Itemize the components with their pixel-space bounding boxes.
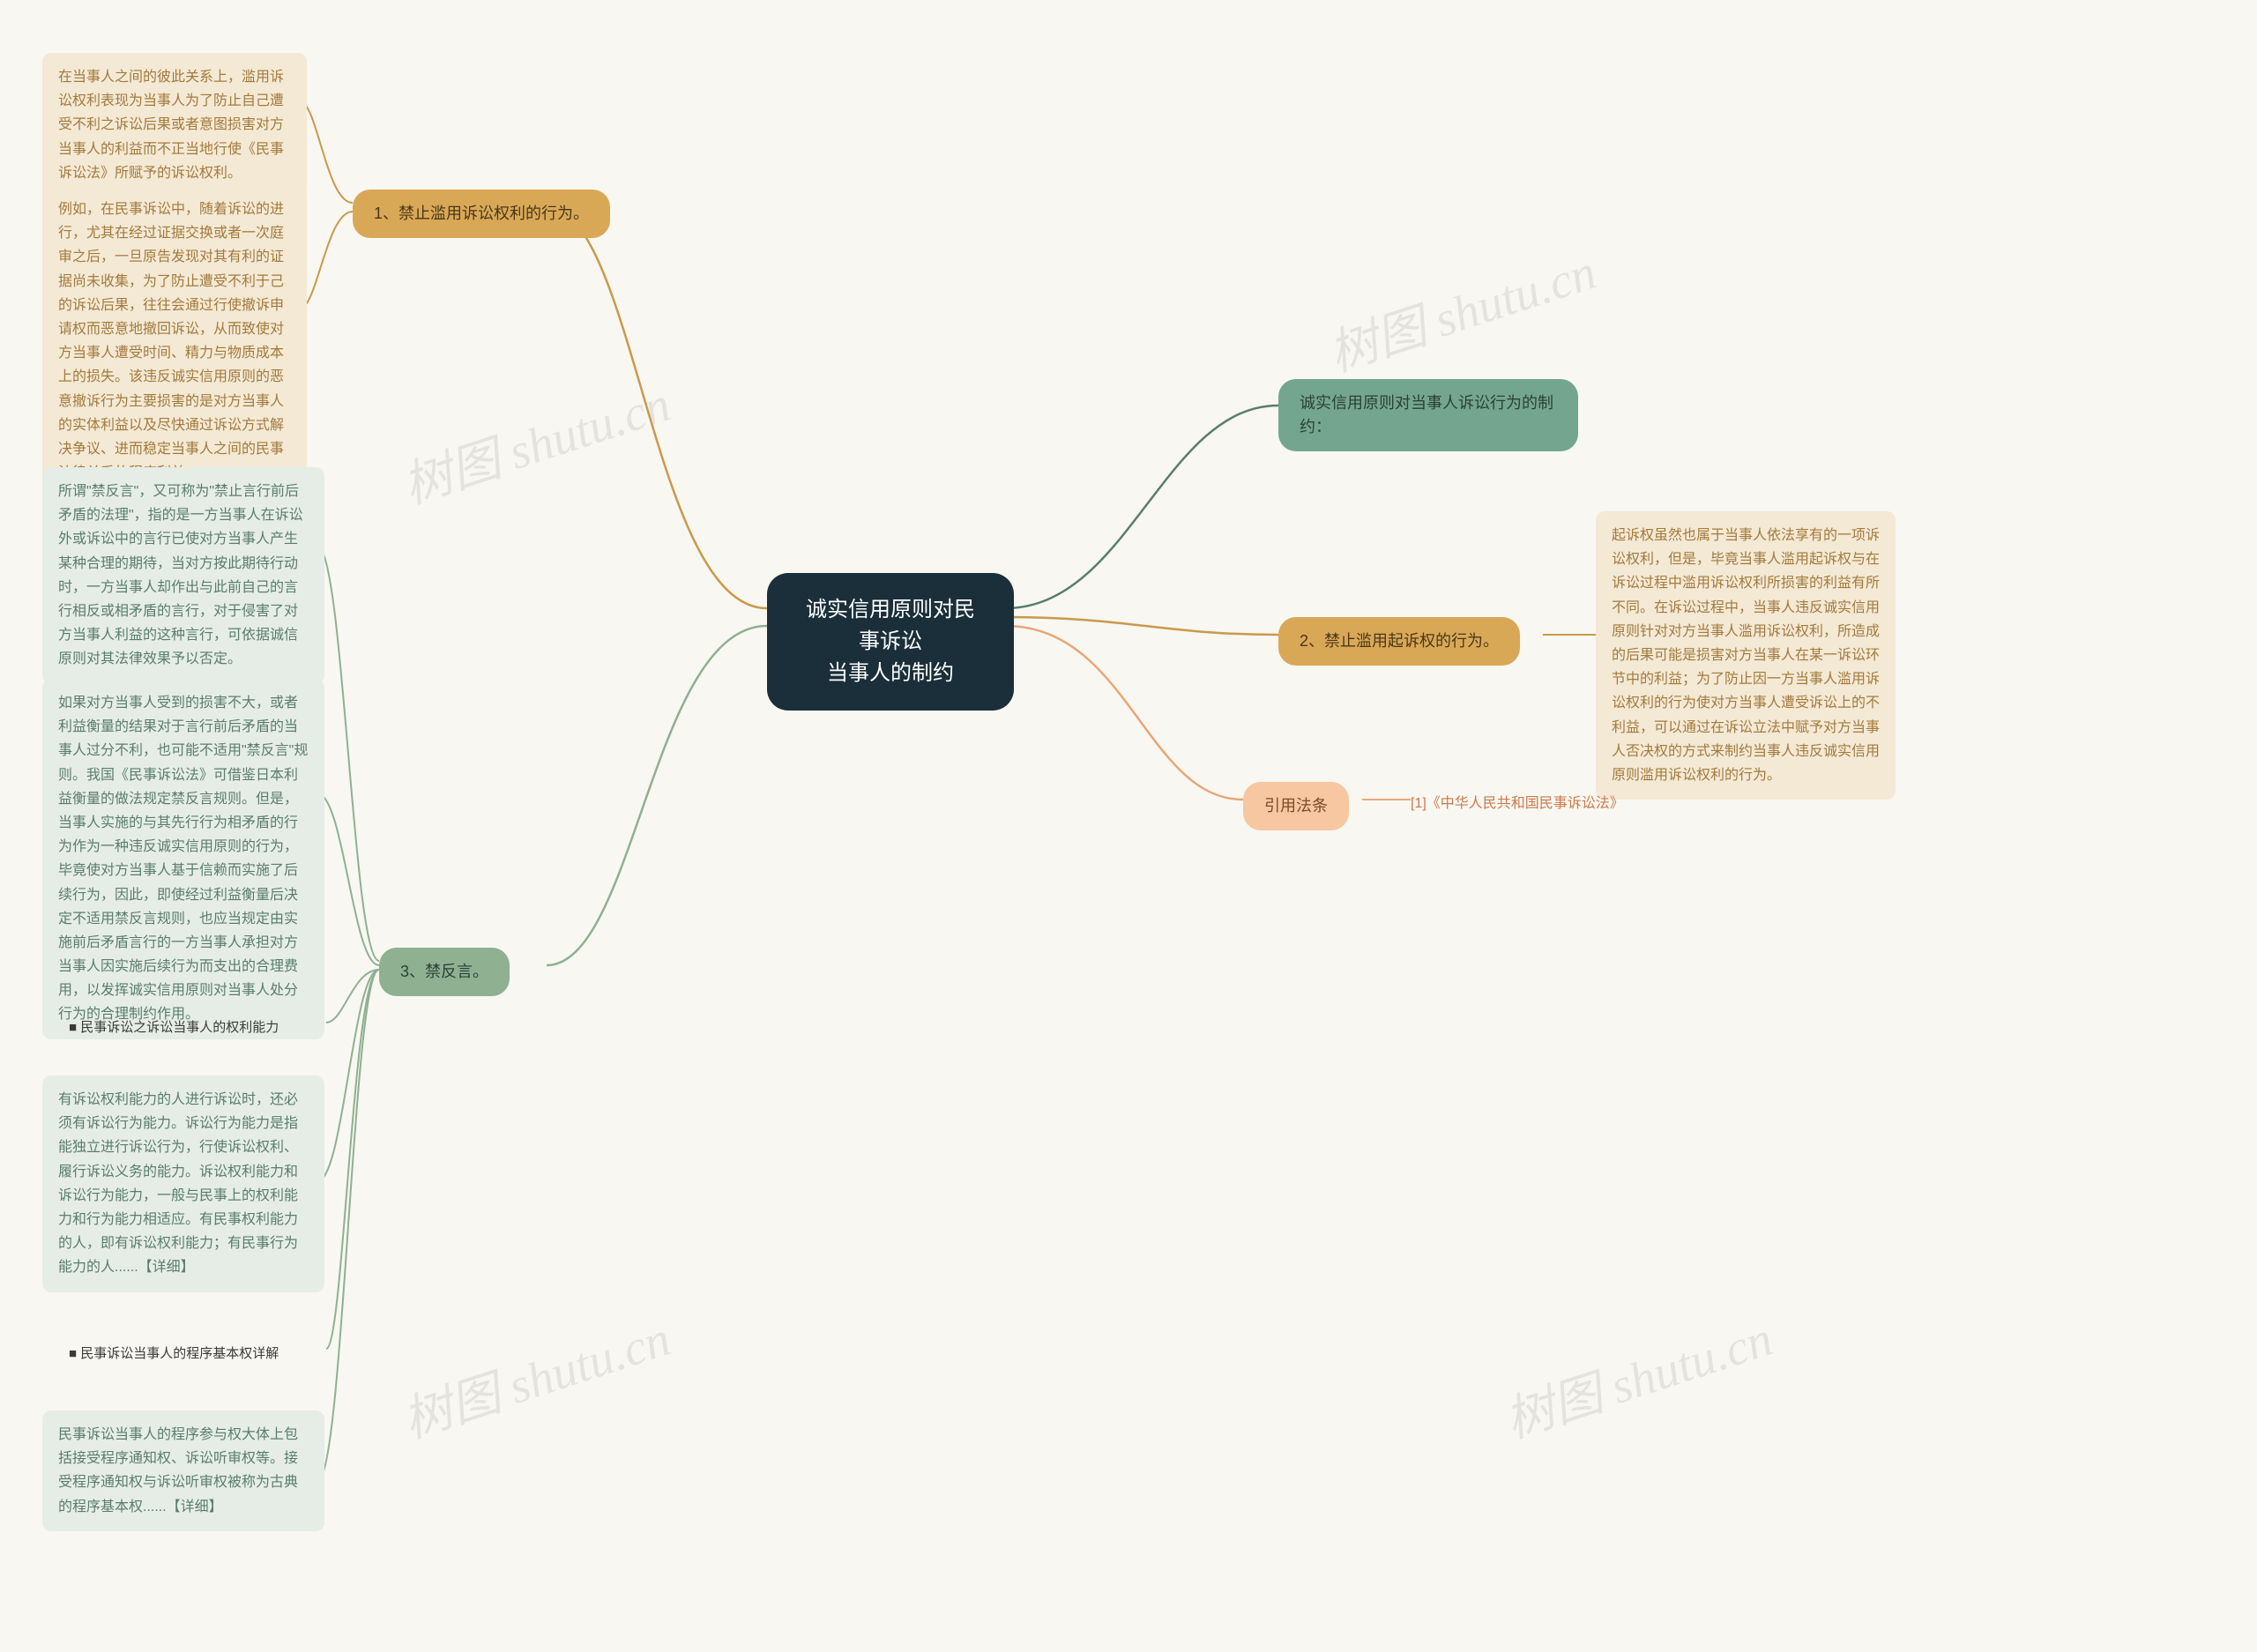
watermark: 树图 shutu.cn: [1318, 232, 1604, 385]
mindmap-connectors: [0, 0, 2257, 1652]
branch2-node[interactable]: 2、禁止滥用起诉权的行为。: [1278, 617, 1520, 666]
branch3-leaf-2: 有诉讼权利能力的人进行诉讼时，还必须有诉讼行为能力。诉讼行为能力是指能独立进行诉…: [42, 1075, 324, 1292]
citation-text: [1]《中华人民共和国民事诉讼法》: [1411, 791, 1624, 812]
watermark: 树图 shutu.cn: [1494, 1299, 1780, 1452]
branch1-leaf-0: 在当事人之间的彼此关系上，滥用诉讼权利表现为当事人为了防止自己遭受不利之诉讼后果…: [42, 53, 307, 197]
branch3-sublabel-1: ■ 民事诉讼当事人的程序基本权详解: [62, 1340, 286, 1366]
watermark: 树图 shutu.cn: [392, 364, 678, 517]
branch3-sublabel-0: ■ 民事诉讼之诉讼当事人的权利能力: [62, 1014, 286, 1039]
right-intro-node[interactable]: 诚实信用原则对当事人诉讼行为的制约：: [1278, 379, 1578, 451]
watermark: 树图 shutu.cn: [392, 1299, 678, 1452]
center-node[interactable]: 诚实信用原则对民事诉讼 当事人的制约: [767, 573, 1014, 711]
branch1-leaf-1: 例如，在民事诉讼中，随着诉讼的进行，尤其在经过证据交换或者一次庭审之后，一旦原告…: [42, 185, 307, 497]
branch3-leaf-0: 所谓"禁反言"，又可称为"禁止言行前后矛盾的法理"，指的是一方当事人在诉讼外或诉…: [42, 467, 324, 684]
branch2-leaf: 起诉权虽然也属于当事人依法享有的一项诉讼权利，但是，毕竟当事人滥用起诉权与在诉讼…: [1596, 511, 1896, 800]
center-title-line1: 诚实信用原则对民事诉讼: [799, 594, 982, 658]
branch3-leaf-1: 如果对方当事人受到的损害不大，或者利益衡量的结果对于言行前后矛盾的当事人过分不利…: [42, 679, 324, 1039]
citation-node[interactable]: 引用法条: [1243, 782, 1349, 830]
branch3-node[interactable]: 3、禁反言。: [379, 948, 510, 996]
branch1-node[interactable]: 1、禁止滥用诉讼权利的行为。: [353, 190, 610, 238]
center-title-line2: 当事人的制约: [799, 658, 982, 689]
branch3-leaf-3: 民事诉讼当事人的程序参与权大体上包括接受程序通知权、诉讼听审权等。接受程序通知权…: [42, 1410, 324, 1531]
